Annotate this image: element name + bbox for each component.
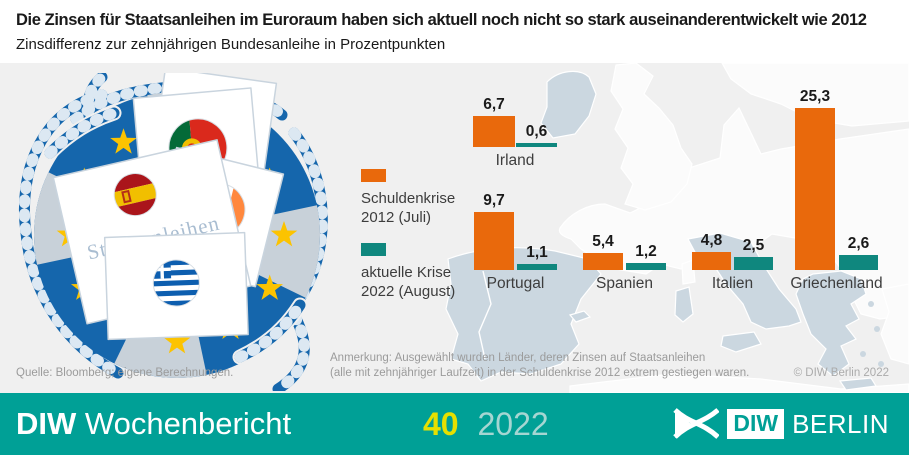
country-label: Irland	[495, 152, 535, 169]
country-label: Spanien	[596, 275, 653, 292]
value-label-2012: 4,8	[700, 232, 723, 249]
map-sicily	[720, 331, 762, 353]
bar-2012-Portugal	[474, 212, 514, 270]
legend-line: 2012 (Juli)	[361, 209, 432, 226]
page-subtitle: Zinsdifferenz zur zehnjährigen Bundesanl…	[16, 36, 446, 53]
value-label-2012: 6,7	[483, 96, 505, 113]
value-label-2022: 1,2	[635, 243, 657, 260]
bar-2012-Griechenland	[795, 108, 835, 270]
bar-2012-Irland	[473, 116, 515, 147]
journal-title-name: Wochenbericht	[84, 406, 292, 441]
legend-line: Schuldenkrise	[361, 190, 456, 207]
legend-item-2012: Schuldenkrise 2012 (Juli)	[361, 169, 481, 227]
bar-2022-Portugal	[517, 264, 557, 270]
map-portugal-border	[478, 270, 492, 360]
header: Die Zinsen für Staatsanleihen im Eurorau…	[0, 0, 909, 63]
eu-lifebuoy-illustration: Staatsanleihen	[16, 73, 330, 391]
journal-title: DIW Wochenbericht	[16, 406, 291, 442]
country-label: Portugal	[486, 275, 545, 292]
legend: Schuldenkrise 2012 (Juli) aktuelle Krise…	[361, 169, 481, 301]
map-turkey	[880, 283, 909, 365]
card-greece	[103, 231, 249, 341]
value-label-2022: 2,5	[742, 237, 765, 254]
map-great-britain	[610, 63, 693, 211]
map-greek-islands	[860, 301, 884, 367]
remark-line: Anmerkung: Ausgewählt wurden Länder, der…	[330, 352, 706, 364]
bond-cards: Staatsanleihen	[52, 73, 285, 341]
footer-banner: DIW Wochenbericht 40 2022 DIW BERLIN	[0, 393, 909, 455]
map-crete	[838, 377, 878, 391]
bar-2022-Italien	[734, 257, 773, 270]
country-label: Griechenland	[790, 275, 883, 292]
remark-line: (alle mit zehnjähriger Laufzeit) in der …	[330, 367, 750, 379]
source-note: Quelle: Bloomberg; eigene Berechnungen.	[16, 367, 234, 379]
issue-block: 40 2022	[423, 406, 549, 443]
map-ireland	[540, 70, 597, 139]
legend-line: aktuelle Krise	[361, 264, 452, 281]
map-corsica	[681, 259, 696, 285]
map-balearics	[568, 310, 592, 323]
logo-berlin-text: BERLIN	[792, 408, 889, 439]
diw-berlin-logo: DIW BERLIN	[673, 407, 889, 441]
legend-swatch-teal	[361, 243, 386, 256]
map-greece	[795, 270, 867, 377]
value-label-2012: 5,4	[592, 233, 614, 250]
diw-logo-icon	[673, 408, 720, 439]
value-label-2022: 1,1	[526, 244, 548, 261]
value-label-2012: 9,7	[483, 192, 505, 209]
bar-2022-Spanien	[626, 263, 666, 270]
copyright-note: © DIW Berlin 2022	[793, 367, 889, 379]
value-label-2022: 0,6	[525, 123, 548, 140]
page-title: Die Zinsen für Staatsanleihen im Eurorau…	[16, 11, 867, 29]
legend-label: aktuelle Krise 2022 (August)	[361, 263, 481, 301]
bar-2012-Spanien	[583, 253, 623, 270]
chart-band: Staatsanleihen	[0, 63, 909, 393]
map-sardinia	[674, 286, 694, 323]
legend-swatch-orange	[361, 169, 386, 182]
legend-item-2022: aktuelle Krise 2022 (August)	[361, 243, 481, 301]
remark-note: Anmerkung: Ausgewählt wurden Länder, der…	[330, 351, 749, 381]
rope-front-icon	[42, 105, 308, 365]
journal-title-bold: DIW	[16, 406, 77, 441]
issue-year: 2022	[477, 405, 549, 442]
value-label-2012: 25,3	[799, 88, 831, 105]
bar-2022-Irland	[516, 143, 557, 147]
logo-diw-text: DIW	[727, 409, 785, 439]
legend-line: 2022 (August)	[361, 283, 456, 300]
bar-2022-Griechenland	[839, 255, 878, 270]
country-label: Italien	[711, 275, 754, 292]
value-label-2022: 2,6	[847, 235, 870, 252]
bar-2012-Italien	[692, 252, 731, 270]
legend-label: Schuldenkrise 2012 (Juli)	[361, 189, 481, 227]
issue-number: 40	[423, 405, 459, 442]
